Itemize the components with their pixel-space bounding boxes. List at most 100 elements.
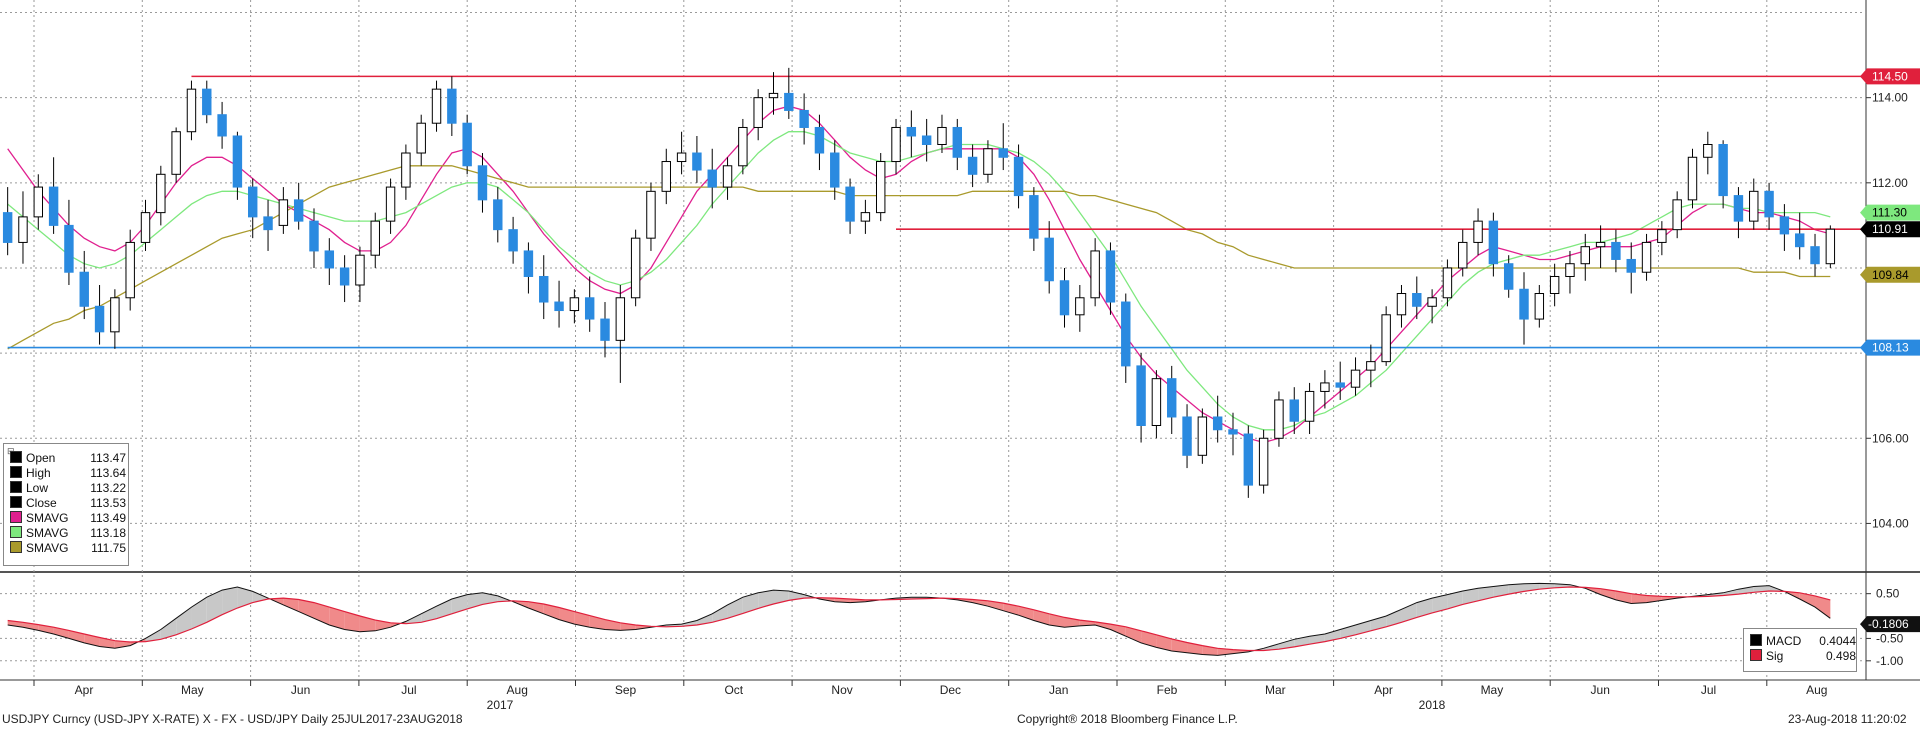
month-tick-label: Aug [1806, 683, 1827, 697]
legend-swatch [10, 451, 22, 463]
legend-row: SMAVG 111.75 [10, 541, 126, 556]
legend-row: High 113.64 [10, 466, 126, 481]
legend-value: 0.498 [1825, 649, 1856, 663]
macd-fill-positive [1462, 588, 1479, 605]
macd-value-tag: -0.1806 [1860, 616, 1920, 633]
candle-body-up [370, 220, 380, 256]
month-tick-label: Jun [1591, 683, 1610, 697]
candle [1458, 229, 1468, 277]
candle-body-up [1825, 228, 1836, 265]
moving-averages [7, 105, 1831, 444]
candle-body-up [1534, 293, 1545, 320]
candle [1412, 276, 1422, 320]
candle-body-up [1381, 314, 1391, 363]
macd-fill-positive [482, 592, 498, 605]
candle-body-down [477, 165, 488, 201]
month-tick-label: Jul [1701, 683, 1716, 697]
value-tag-bg [1860, 204, 1920, 221]
macd-fill-negative [1049, 613, 1065, 628]
candle [584, 276, 595, 332]
macd-fill-positive [467, 592, 483, 609]
candle-body-down [1335, 382, 1345, 388]
candle [646, 182, 656, 251]
candle [1151, 370, 1162, 439]
macd-fill-positive [712, 604, 728, 623]
macd-fill-negative [298, 599, 314, 619]
candle [1258, 429, 1269, 494]
candle-body-down [1519, 288, 1529, 320]
price-tick-label: 114.00 [1872, 91, 1908, 105]
candle-body-down [523, 250, 534, 277]
candle-body-up [1703, 144, 1713, 158]
candle-body-up [156, 173, 166, 214]
legend-swatch [10, 481, 22, 493]
candle-body-up [125, 241, 135, 299]
candle-body-up [1427, 297, 1437, 307]
candle-body-up [1197, 416, 1208, 456]
macd-panel [7, 582, 1831, 656]
candle [1228, 412, 1238, 456]
candle [1825, 225, 1836, 268]
candle-body-down [202, 88, 212, 116]
footer-copyright: Copyright® 2018 Bloomberg Finance L.P. [1017, 712, 1238, 726]
candle-body-down [1718, 144, 1728, 197]
month-tick-label: Apr [75, 683, 94, 697]
candle-body-up [1565, 263, 1575, 277]
candle [1488, 212, 1499, 277]
candle [462, 114, 472, 175]
macd-fill-negative [574, 611, 590, 628]
candle [1090, 238, 1100, 307]
legend-row: SMAVG 113.49 [10, 511, 126, 526]
candle [217, 101, 227, 149]
candle-body-down [784, 92, 794, 111]
candle [1427, 289, 1437, 324]
macd-tick-label: 0.50 [1876, 587, 1900, 601]
candle-body-up [1274, 399, 1284, 439]
candle-body-up [722, 165, 733, 188]
candle-body-up [1396, 293, 1407, 316]
candle-body-down [1121, 301, 1131, 367]
macd-fill-positive [1386, 609, 1402, 627]
value-tag-label: 109.84 [1872, 268, 1909, 282]
candle [1442, 259, 1453, 307]
candle-body-up [1672, 199, 1682, 231]
candle [600, 302, 610, 358]
candle-body-down [2, 212, 13, 243]
legend-swatch [1750, 649, 1762, 661]
candle [232, 131, 243, 200]
candle-body-up [1075, 297, 1085, 316]
macd-fill-positive [176, 607, 192, 635]
candle-body-down [952, 126, 963, 158]
candle [615, 285, 626, 383]
candle [1396, 285, 1407, 328]
candle [1136, 353, 1146, 443]
candle [1473, 208, 1483, 256]
candle [140, 199, 151, 251]
candle [722, 157, 733, 200]
candle-body-down [324, 250, 335, 269]
legend-swatch [10, 511, 22, 523]
candle [1534, 285, 1545, 328]
candle-body-up [1473, 220, 1483, 243]
candle [1657, 221, 1667, 256]
footer-timestamp: 23-Aug-2018 11:20:02 [1788, 712, 1907, 726]
candle-body-up [615, 297, 626, 341]
candle [339, 255, 350, 303]
candle-body-down [1243, 433, 1254, 486]
candle-body-down [1212, 416, 1223, 431]
candle-body-up [110, 297, 120, 333]
candle [1381, 306, 1391, 366]
candle [385, 178, 396, 234]
macd-fill-negative [1631, 593, 1647, 604]
value-tag-bg [1860, 68, 1920, 85]
legend-label: MACD [1766, 634, 1802, 648]
month-tick-label: May [1481, 683, 1504, 697]
candle [1672, 191, 1682, 239]
legend-value: 113.64 [90, 466, 126, 480]
value-tag-bg [1860, 339, 1920, 356]
candle-body-up [186, 88, 197, 133]
candle [1044, 221, 1054, 294]
candle-body-down [48, 186, 59, 226]
candle-body-up [753, 97, 763, 128]
candle-body-up [401, 152, 411, 188]
